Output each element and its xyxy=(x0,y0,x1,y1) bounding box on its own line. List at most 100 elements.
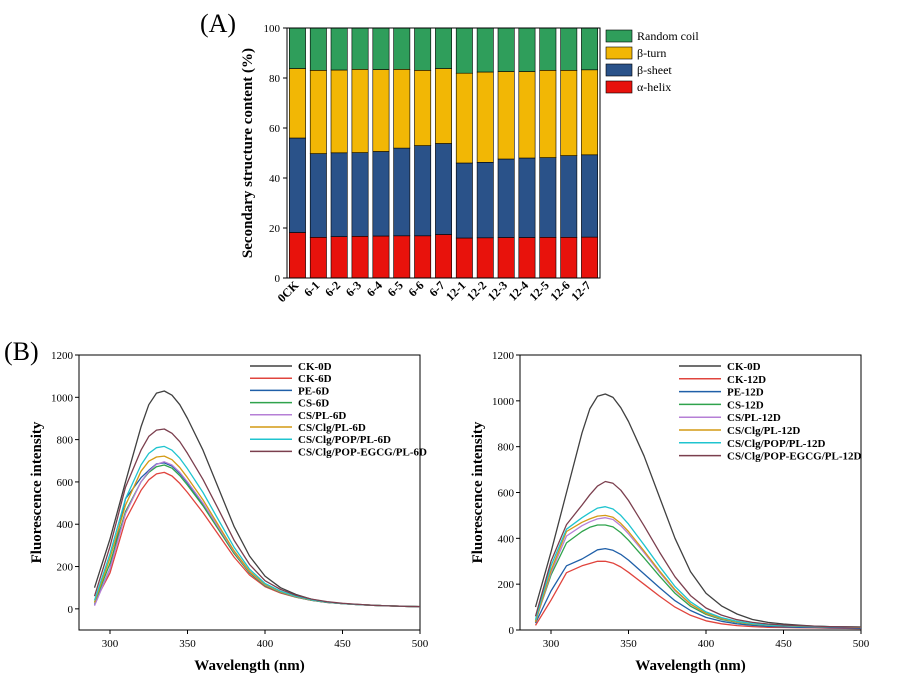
bar-alpha-helix-12-5 xyxy=(539,237,557,279)
y-tick-label: 0 xyxy=(275,273,281,285)
x-tick-label: 6-6 xyxy=(405,278,426,299)
plot-frame xyxy=(78,354,421,631)
bar-beta-turn-12-5 xyxy=(539,70,557,158)
bar-beta-sheet-6-4 xyxy=(372,151,390,237)
y-tick-label: 600 xyxy=(498,488,515,500)
legend-swatch-beta-turn xyxy=(605,46,633,60)
y-tick-label: 200 xyxy=(498,579,515,591)
x-tick-label: 450 xyxy=(775,638,792,650)
series-line-cs-pl-6d xyxy=(93,461,421,608)
chart-b-right-fluorescence-12d: 300 350 400 450 500 0 200 400 600 800 1000 1200 Wave… xyxy=(470,350,870,674)
bar-random-coil-12-2 xyxy=(476,27,494,73)
legend-label-cs-clg-pl-6d: CS/Clg/PL-6D xyxy=(298,422,366,434)
chart-a-secondary-structure: 0CK 6-1 6-2 6-3 6-4 6-5 6-6 6-712-112-212-312-4… xyxy=(240,23,699,305)
bar-beta-sheet-12-1 xyxy=(455,162,473,239)
x-tick-label: 12-6 xyxy=(547,278,572,303)
series-line-cs-12d xyxy=(534,524,862,628)
bar-beta-sheet-6-2 xyxy=(330,152,348,237)
legend-swatch-random-coil xyxy=(605,29,633,43)
x-axis-title: Wavelength (nm) xyxy=(635,658,745,674)
y-tick-label: 400 xyxy=(498,533,515,545)
legend-label-beta-turn: β-turn xyxy=(637,46,666,60)
bar-beta-sheet-6-3 xyxy=(351,152,369,237)
bar-beta-turn-6-3 xyxy=(351,69,369,153)
bar-alpha-helix-6-7 xyxy=(435,234,452,279)
x-tick-label: 500 xyxy=(853,638,870,650)
bar-beta-sheet-12-3 xyxy=(497,158,515,238)
y-axis-title: Secondary structure content (%) xyxy=(240,48,256,258)
legend-label-beta-sheet: β-sheet xyxy=(637,63,672,77)
bar-alpha-helix-6-6 xyxy=(414,235,432,279)
bar-random-coil-6-6 xyxy=(414,27,432,71)
legend-label-ck-6d: CK-6D xyxy=(298,373,332,385)
series-line-cs-clg-pop-pl-6d xyxy=(93,445,421,608)
legend-label-ck-12d: CK-12D xyxy=(727,374,766,386)
legend-label-cs-clg-pl-12d: CS/Clg/PL-12D xyxy=(727,425,800,437)
y-tick-label: 800 xyxy=(57,435,74,447)
bar-random-coil-6-5 xyxy=(393,27,411,70)
bar-random-coil-0ck xyxy=(288,27,306,69)
bar-beta-turn-6-5 xyxy=(393,69,411,149)
x-tick-label: 12-3 xyxy=(485,278,510,303)
x-tick-label: 6-2 xyxy=(322,278,343,299)
bar-alpha-helix-6-5 xyxy=(393,235,411,279)
bar-alpha-helix-6-2 xyxy=(330,236,348,279)
legend-label-ck-0d: CK-0D xyxy=(727,361,761,373)
plot-frame xyxy=(519,354,862,631)
y-tick-label: 60 xyxy=(269,123,281,135)
bar-beta-sheet-6-7 xyxy=(435,143,452,235)
series-line-pe-12d xyxy=(534,547,862,629)
bar-random-coil-6-2 xyxy=(330,27,348,71)
y-tick-label: 40 xyxy=(269,173,281,185)
bar-beta-sheet-0ck xyxy=(288,137,306,233)
plot-frame xyxy=(286,27,601,279)
x-tick-label: 300 xyxy=(543,638,560,650)
y-tick-label: 800 xyxy=(498,442,515,454)
bar-beta-sheet-12-6 xyxy=(560,155,578,238)
legend-label-cs-pl-12d: CS/PL-12D xyxy=(727,412,781,424)
legend-label-cs-clg-pop-egcg-pl-6d: CS/Clg/POP-EGCG/PL-6D xyxy=(298,446,427,458)
legend-label-pe-12d: PE-12D xyxy=(727,387,764,399)
bar-beta-sheet-12-7 xyxy=(581,154,599,238)
legend-label-cs-clg-pop-egcg-pl-12d: CS/Clg/POP-EGCG/PL-12D xyxy=(727,451,862,463)
bar-alpha-helix-6-3 xyxy=(351,236,369,279)
bar-beta-turn-0ck xyxy=(288,68,306,139)
y-tick-label: 1000 xyxy=(51,392,74,404)
bar-random-coil-12-4 xyxy=(518,27,536,72)
x-tick-label: 6-1 xyxy=(301,278,322,299)
y-tick-label: 80 xyxy=(269,73,281,85)
legend-label-random-coil: Random coil xyxy=(637,29,699,43)
legend-label-cs-6d: CS-6D xyxy=(298,398,329,410)
bar-beta-sheet-6-6 xyxy=(414,145,432,237)
bar-random-coil-12-7 xyxy=(581,27,599,71)
y-tick-label: 1000 xyxy=(492,396,515,408)
bar-beta-turn-12-3 xyxy=(497,71,515,160)
x-tick-label: 12-7 xyxy=(568,278,593,303)
bar-alpha-helix-12-4 xyxy=(518,237,536,279)
x-tick-label: 12-2 xyxy=(464,278,489,303)
bar-beta-turn-12-6 xyxy=(560,70,578,156)
bar-beta-turn-12-7 xyxy=(581,69,599,156)
x-tick-label: 350 xyxy=(620,638,637,650)
bar-alpha-helix-12-6 xyxy=(560,237,578,279)
bar-beta-sheet-12-2 xyxy=(476,162,494,239)
bar-beta-turn-12-4 xyxy=(518,71,536,159)
bar-random-coil-6-7 xyxy=(435,27,452,69)
bar-beta-sheet-6-5 xyxy=(393,147,411,237)
bar-alpha-helix-12-2 xyxy=(476,237,494,279)
bar-alpha-helix-6-4 xyxy=(372,235,390,279)
bar-random-coil-12-3 xyxy=(497,27,515,72)
y-axis-title: Fluorescence intensity xyxy=(470,421,486,563)
x-tick-label: 300 xyxy=(102,638,119,650)
bar-beta-sheet-12-5 xyxy=(539,157,557,238)
x-tick-label: 500 xyxy=(412,638,429,650)
x-tick-label: 350 xyxy=(179,638,196,650)
bar-random-coil-6-1 xyxy=(309,27,327,71)
series-line-ck-0d xyxy=(534,393,862,629)
bar-random-coil-12-6 xyxy=(560,27,578,71)
x-axis-title: Wavelength (nm) xyxy=(194,658,304,674)
y-tick-label: 1200 xyxy=(51,350,74,362)
y-tick-label: 20 xyxy=(269,223,281,235)
bar-random-coil-12-5 xyxy=(539,27,557,71)
bar-beta-turn-6-2 xyxy=(330,69,348,154)
